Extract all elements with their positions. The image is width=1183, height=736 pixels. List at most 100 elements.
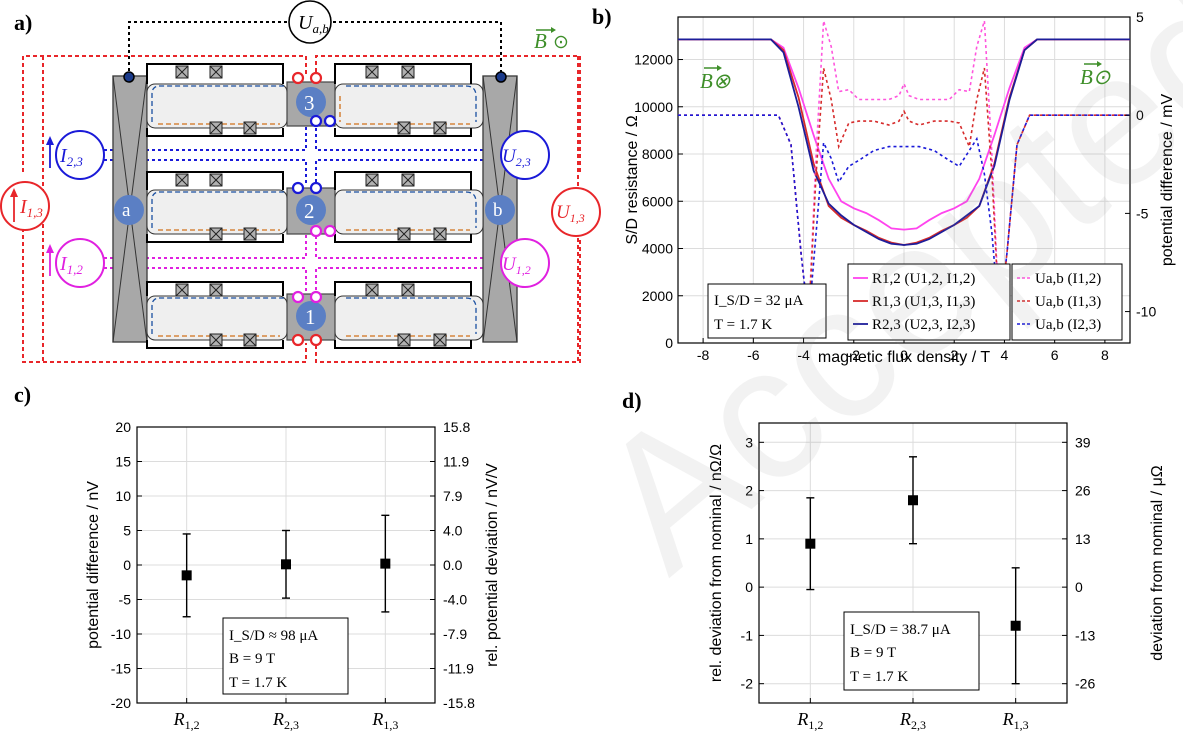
contact-b: b xyxy=(485,195,515,225)
y-tick-label: 0 xyxy=(123,557,131,573)
x-axis-title: magnetic flux density / T xyxy=(818,349,990,366)
data-point xyxy=(805,497,816,591)
panel-label-b: b) xyxy=(592,4,612,29)
x-tick-label: 0 xyxy=(900,347,908,363)
y-tick-label: 20 xyxy=(115,419,131,435)
hall-row-bottom xyxy=(146,293,484,341)
legend-entry-right: Ua,b (I2,3) xyxy=(1035,317,1101,333)
legend-entry-left: R1,2 (U1,2, I1,2) xyxy=(872,271,975,287)
field-in-label: B⊗ xyxy=(700,65,731,93)
info-box xyxy=(843,611,980,691)
y2-tick-label: -13 xyxy=(1075,627,1095,643)
y-tick-label: 12000 xyxy=(634,52,673,68)
contact-pads xyxy=(175,65,447,347)
series-line-2 xyxy=(678,38,1130,246)
x-tick-label: 6 xyxy=(1051,347,1059,363)
y-tick-label: 0 xyxy=(745,579,753,595)
marker-square xyxy=(805,538,816,549)
svg-text:B: B xyxy=(534,29,547,53)
y2-axis-title: deviation from nominal / μΩ xyxy=(1149,465,1166,661)
data-point xyxy=(908,456,918,545)
svg-text:B⊙: B⊙ xyxy=(1080,65,1111,89)
y2-tick-label: -11.9 xyxy=(443,661,474,677)
series-line-0 xyxy=(678,38,1130,231)
contact-pad xyxy=(401,283,415,297)
y2-tick-label: 15.8 xyxy=(443,419,470,435)
voltmeter-ab-label: Ua,b xyxy=(298,12,329,36)
svg-text:⊙: ⊙ xyxy=(553,32,569,53)
y2-tick-label: 0.0 xyxy=(443,557,463,573)
contact-pad xyxy=(433,227,447,241)
contact-pad xyxy=(365,283,379,297)
source-I23: I2,3 xyxy=(46,130,105,180)
legend-entry-right: Ua,b (I1,3) xyxy=(1035,294,1101,310)
info-line-1: I_S/D ≈ 98 μA xyxy=(229,628,318,644)
y-tick-label: 5 xyxy=(123,523,131,539)
meter-U12: U1,2 xyxy=(500,238,550,288)
contact-pad xyxy=(243,333,257,347)
x-category-label: R2,3 xyxy=(272,709,299,732)
y-tick-label: 6000 xyxy=(642,193,673,209)
svg-text:3: 3 xyxy=(304,91,315,115)
contact-pad xyxy=(433,121,447,135)
data-point xyxy=(281,529,291,599)
chart-d: -2 -1 0 1 2 3 -26 -13 0 13 26 39 R1,2 R2,3 R1,3 rel. de… xyxy=(708,422,1166,732)
y2-tick-label: 0 xyxy=(1075,579,1083,595)
y2-tick-label: -5 xyxy=(1136,205,1149,221)
contact-pad xyxy=(175,65,189,79)
data-point xyxy=(181,533,192,618)
x-tick-label: -6 xyxy=(747,347,760,363)
x-category-label: R1,3 xyxy=(371,709,398,732)
info-line-2: B = 9 T xyxy=(229,651,275,667)
y-tick-label: 10 xyxy=(115,488,131,504)
source-I12: I1,2 xyxy=(46,238,105,288)
potential-arms xyxy=(146,63,472,349)
y-tick-label: 10000 xyxy=(634,99,673,115)
y2-tick-label: 11.9 xyxy=(443,454,469,470)
x-tick-label: 8 xyxy=(1101,347,1109,363)
chart-c: -20 -15 -10 -5 0 5 10 15 20 -15.8 -11.9 -7.9 -4.0 0.0… xyxy=(85,419,501,732)
y-tick-label: -5 xyxy=(119,592,132,608)
y-axis-title: S/D resistance / Ω xyxy=(624,115,641,244)
contact-pad xyxy=(209,173,223,187)
contact-a: a xyxy=(114,195,144,225)
y2-tick-label: 0 xyxy=(1136,107,1144,123)
y-tick-label: -2 xyxy=(741,676,754,692)
y2-tick-label: 13 xyxy=(1075,531,1091,547)
y-tick-label: -15 xyxy=(111,661,131,677)
chart-b: -8 -6 -4 -2 0 2 4 6 8 0 2000 4000 6000 8000 10000 12000… xyxy=(624,9,1176,366)
y2-tick-label: 26 xyxy=(1075,483,1091,499)
legend-box-right xyxy=(1011,263,1123,341)
y-tick-label: 1 xyxy=(745,531,753,547)
contact-pad xyxy=(365,173,379,187)
y-tick-label: 15 xyxy=(115,454,131,470)
contact-pad xyxy=(209,121,223,135)
y2-tick-label: -26 xyxy=(1075,676,1095,692)
legend-entry-left: R1,3 (U1,3, I1,3) xyxy=(872,294,975,310)
x-category-label: R2,3 xyxy=(899,709,926,732)
x-tick-label: 4 xyxy=(1001,347,1009,363)
field-out-label: B⊙ xyxy=(1080,61,1111,89)
x-tick-label: -4 xyxy=(797,347,810,363)
x-category-label: R1,2 xyxy=(796,709,823,732)
marker-square xyxy=(181,570,192,581)
svg-text:2: 2 xyxy=(304,199,315,223)
contact-pad xyxy=(209,227,223,241)
info-line-1: I_S/D = 32 μA xyxy=(714,293,804,309)
info-line-1: I_S/D = 38.7 μA xyxy=(850,622,951,638)
contact-pad xyxy=(401,65,415,79)
y2-tick-label: 39 xyxy=(1075,434,1091,450)
contact-pad xyxy=(397,333,411,347)
y-axis-title: rel. deviation from nominal / nΩ/Ω xyxy=(708,444,725,682)
hall-row-top xyxy=(146,81,484,129)
voltmeter-wire-left xyxy=(128,21,287,77)
panel-label-a: a) xyxy=(14,10,32,35)
y2-tick-label: 7.9 xyxy=(443,488,463,504)
y2-tick-label: 4.0 xyxy=(443,523,463,539)
y2-tick-label: -10 xyxy=(1136,304,1156,320)
contact-pad xyxy=(397,121,411,135)
contact-1: 1 xyxy=(296,301,326,331)
panel-label-c: c) xyxy=(14,382,31,407)
svg-text:1: 1 xyxy=(305,305,316,329)
